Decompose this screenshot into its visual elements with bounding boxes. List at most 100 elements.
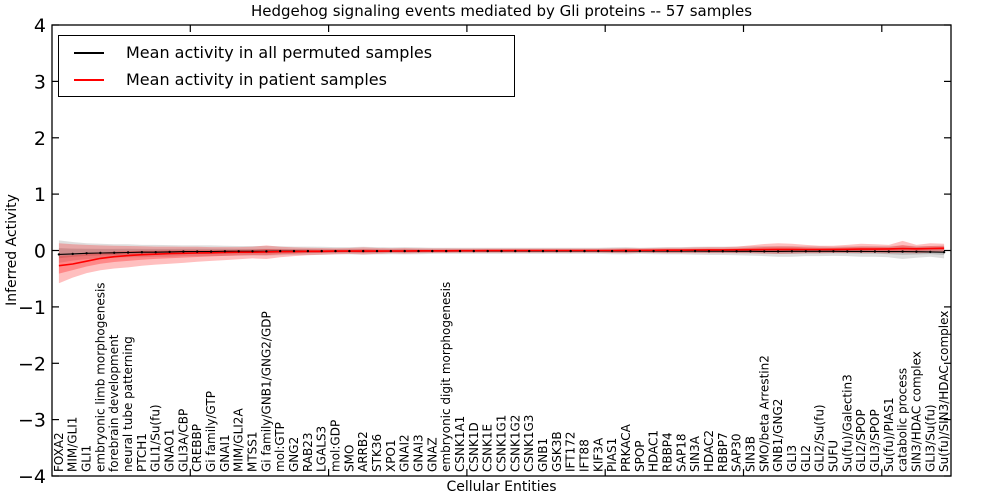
- x-category-label: mol:GDP: [329, 420, 343, 472]
- x-category-label: PTCH1: [135, 433, 149, 472]
- y-tick-label: 3: [34, 71, 46, 93]
- x-category-label: MIM/GLI2A: [232, 408, 246, 472]
- y-tick-label: −2: [18, 353, 46, 375]
- permuted-marker: [514, 249, 517, 253]
- x-category-label: SIN3A: [688, 435, 702, 472]
- permuted-marker: [71, 252, 74, 256]
- permuted-marker: [279, 249, 282, 253]
- permuted-marker: [541, 249, 545, 253]
- legend-item-permuted: Mean activity in all permuted samples: [59, 39, 514, 66]
- chart-title: Hedgehog signaling events mediated by Gl…: [250, 2, 753, 20]
- permuted-marker: [140, 251, 144, 254]
- x-category-label: RAB23: [301, 432, 315, 472]
- permuted-marker: [624, 249, 628, 253]
- permuted-marker: [901, 250, 904, 253]
- permuted-marker: [113, 251, 116, 254]
- x-category-label: GLI3/Su(fu): [923, 404, 937, 472]
- permuted-marker: [403, 249, 406, 253]
- permuted-marker: [85, 252, 88, 255]
- x-category-label: CSNK1G3: [522, 415, 536, 472]
- permuted-marker: [57, 253, 61, 256]
- x-category-label: PIAS1: [605, 438, 619, 472]
- x-category-label: Su(fu)/PIAS1: [882, 397, 896, 472]
- x-category-label: CSNK1E: [481, 424, 495, 472]
- x-category-label: HDAC1: [647, 430, 661, 472]
- x-category-label: SMO/beta Arrestin2: [757, 355, 771, 472]
- permuted-line-swatch: [74, 51, 104, 54]
- x-category-label: SAP18: [674, 433, 688, 472]
- permuted-marker: [209, 250, 213, 253]
- x-category-label: MTSS1: [246, 431, 260, 472]
- x-category-label: SAP30: [730, 433, 744, 472]
- permuted-marker: [555, 249, 558, 253]
- permuted-marker: [763, 250, 766, 253]
- permuted-marker: [569, 249, 572, 253]
- permuted-marker: [583, 249, 586, 253]
- x-category-label: CSNK1G1: [495, 415, 509, 472]
- permuted-marker: [610, 249, 614, 253]
- x-category-label: GLI1: [80, 445, 94, 472]
- permuted-marker: [154, 251, 157, 254]
- x-category-label: CSNK1D: [467, 422, 481, 472]
- permuted-marker: [846, 250, 849, 253]
- permuted-marker: [666, 249, 669, 253]
- x-category-label: forebrain development: [107, 334, 121, 472]
- x-category-label: Su(fu)/Galectin3: [840, 374, 854, 472]
- permuted-marker: [472, 249, 475, 253]
- x-category-label: mol:GTP: [273, 422, 287, 472]
- x-axis-label: Cellular Entities: [446, 479, 557, 495]
- permuted-marker: [265, 250, 268, 253]
- permuted-marker: [859, 250, 863, 253]
- permuted-marker: [389, 249, 393, 253]
- x-category-label: XPO1: [384, 439, 398, 472]
- permuted-marker: [458, 249, 462, 253]
- x-category-label: GNB1: [536, 438, 550, 472]
- x-category-label: GNAI3: [412, 434, 426, 472]
- permuted-marker: [168, 250, 171, 254]
- permuted-marker: [334, 249, 337, 253]
- x-category-label: GLI3/SPOP: [868, 409, 882, 472]
- x-category-label: SIN3B: [744, 436, 758, 472]
- x-category-label: GLI2: [799, 445, 813, 472]
- x-category-label: STK36: [370, 434, 384, 472]
- permuted-marker: [348, 249, 351, 253]
- permuted-marker: [237, 250, 240, 253]
- x-category-label: PRKACA: [619, 423, 633, 472]
- x-category-label: SPOP: [633, 440, 647, 472]
- x-category-label: CSNK1G2: [508, 415, 522, 472]
- x-category-label: FOXA2: [52, 432, 66, 472]
- permuted-marker: [832, 250, 835, 253]
- x-category-label: GNB1/GNG2: [771, 399, 785, 472]
- x-category-label: GNAZ: [425, 437, 439, 472]
- x-category-label: Gi family/GNB1/GNG2/GDP: [259, 311, 273, 472]
- x-category-label: catabolic process: [896, 368, 910, 472]
- permuted-marker: [126, 251, 130, 254]
- permuted-marker: [362, 249, 365, 253]
- x-category-label: ARRB2: [356, 431, 370, 472]
- permuted-marker: [445, 249, 448, 253]
- permuted-marker: [942, 251, 946, 254]
- legend-label-patient: Mean activity in patient samples: [126, 70, 387, 89]
- permuted-marker: [680, 249, 683, 253]
- x-category-label: RBBP4: [661, 432, 675, 472]
- permuted-marker: [417, 249, 420, 253]
- legend: Mean activity in all permuted samples Me…: [58, 35, 515, 97]
- permuted-marker: [804, 250, 807, 253]
- y-tick-label: 1: [34, 184, 46, 206]
- permuted-marker: [735, 250, 738, 253]
- legend-label-permuted: Mean activity in all permuted samples: [126, 43, 433, 62]
- y-tick-label: 2: [34, 128, 46, 150]
- x-category-label: GLI3: [785, 445, 799, 472]
- permuted-marker: [887, 250, 890, 253]
- permuted-marker: [652, 249, 655, 253]
- permuted-marker: [790, 250, 794, 253]
- permuted-marker: [818, 250, 821, 253]
- y-tick-label: 4: [34, 15, 46, 37]
- permuted-marker: [528, 249, 531, 253]
- x-category-label: GLI2/Su(fu): [813, 404, 827, 472]
- x-category-label: KIF3A: [591, 437, 605, 472]
- x-category-label: IFT172: [564, 432, 578, 472]
- permuted-marker: [707, 250, 711, 253]
- permuted-marker: [375, 249, 379, 253]
